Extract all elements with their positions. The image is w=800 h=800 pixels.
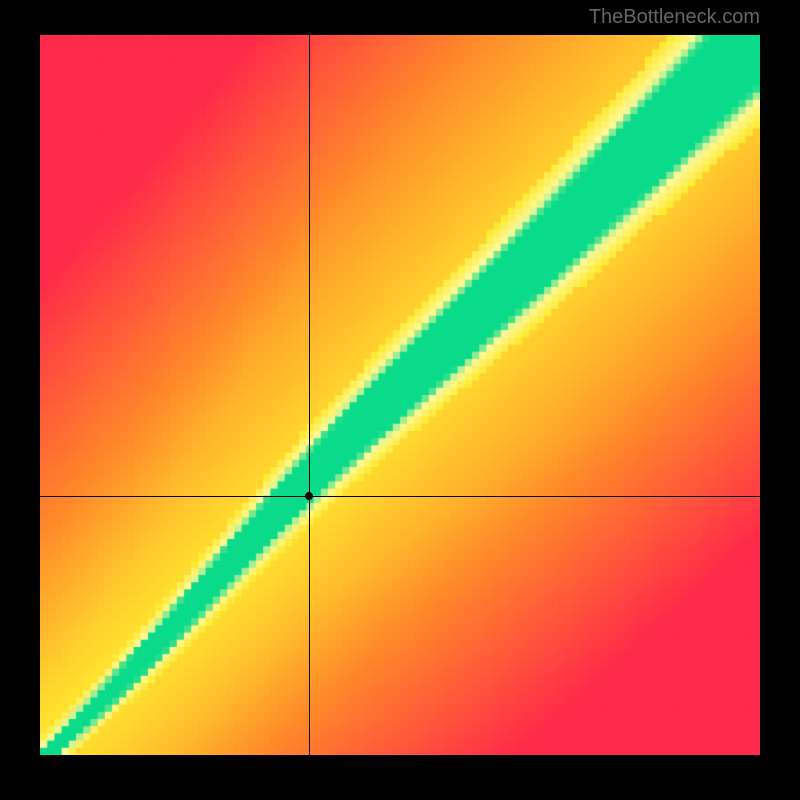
crosshair-vertical xyxy=(309,35,310,755)
heatmap-plot xyxy=(40,35,760,755)
crosshair-horizontal xyxy=(40,496,760,497)
heatmap-canvas xyxy=(40,35,760,755)
marker-dot xyxy=(305,492,313,500)
chart-container: TheBottleneck.com xyxy=(0,0,800,800)
watermark-text: TheBottleneck.com xyxy=(589,6,760,29)
